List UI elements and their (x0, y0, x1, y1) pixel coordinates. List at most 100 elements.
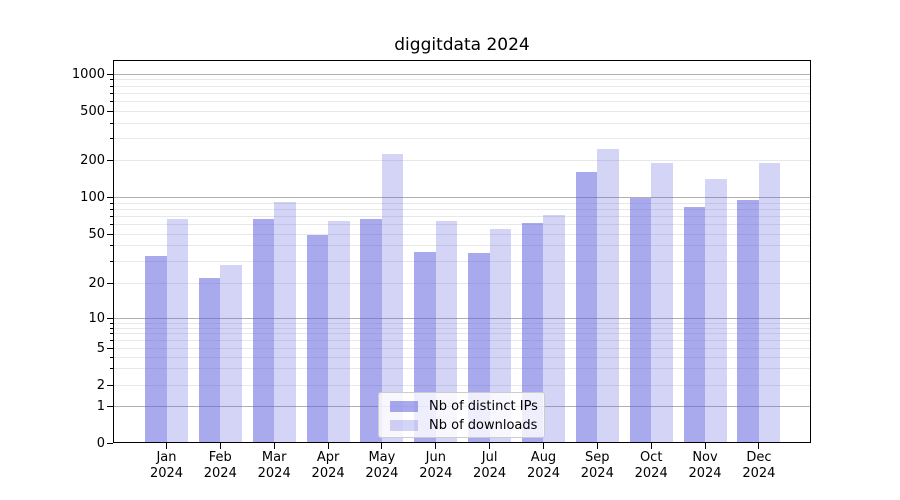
x-tick (596, 443, 598, 449)
y-minor-tick (110, 327, 113, 329)
y-minor-tick (110, 356, 113, 358)
bar-may-ips (360, 218, 382, 443)
x-tick-label-jun: Jun 2024 (419, 450, 453, 481)
y-major-tick (107, 282, 113, 284)
bar-aug-downloads (543, 214, 565, 443)
minor-gridline (113, 327, 811, 329)
x-tick (273, 443, 275, 449)
y-minor-tick (110, 92, 113, 94)
y-major-tick (107, 197, 113, 198)
y-major-tick (107, 405, 113, 407)
legend-label: Nb of downloads (429, 418, 538, 433)
legend-item: Nb of distinct IPs (390, 397, 544, 416)
bar-apr-ips (306, 235, 329, 443)
y-minor-tick (110, 215, 113, 217)
chart-title: diggitdata 2024 (394, 35, 530, 55)
bar-jan-downloads (166, 219, 188, 443)
legend-swatch-ips (390, 401, 418, 412)
x-tick (219, 443, 221, 449)
y-major-tick (107, 111, 113, 112)
minor-gridline (113, 356, 811, 358)
bar-jun-downloads (435, 221, 458, 443)
bar-may-downloads (381, 153, 404, 443)
minor-gridline (113, 233, 811, 235)
y-major-tick (107, 384, 113, 386)
x-tick-label-apr: Apr 2024 (311, 450, 345, 481)
y-minor-tick (110, 85, 113, 87)
bar-nov-downloads (705, 179, 727, 443)
minor-gridline (113, 245, 811, 247)
y-minor-tick (110, 368, 113, 370)
x-tick-label-oct: Oct 2024 (634, 450, 668, 481)
y-tick-label: 20 (88, 275, 105, 291)
bar-jul-downloads (489, 229, 512, 443)
bar-oct-ips (629, 197, 652, 443)
y-major-tick (107, 318, 113, 319)
minor-gridline (113, 202, 811, 204)
y-minor-tick (110, 260, 113, 262)
bar-sep-downloads (597, 149, 619, 443)
y-minor-tick (110, 340, 113, 342)
y-tick-label: 2 (96, 377, 105, 393)
minor-gridline (113, 260, 811, 262)
plot-area (107, 60, 811, 449)
right-spine (810, 60, 811, 443)
y-tick-label: 1 (96, 398, 105, 414)
y-minor-tick (110, 322, 113, 324)
y-tick-label: 50 (88, 226, 105, 242)
legend: Nb of distinct IPs Nb of downloads (378, 392, 545, 438)
minor-gridline (113, 348, 811, 349)
y-tick-label: 500 (80, 104, 105, 119)
y-major-tick (107, 442, 113, 444)
x-tick-label-mar: Mar 2024 (257, 450, 291, 481)
x-tick-label-may: May 2024 (365, 450, 399, 481)
x-tick (381, 443, 383, 449)
x-tick-label-feb: Feb 2024 (203, 450, 237, 481)
x-tick-label-jul: Jul 2024 (473, 450, 507, 481)
bar-mar-downloads (274, 201, 296, 443)
bar-mar-ips (252, 218, 275, 443)
x-axis-spine (113, 442, 811, 443)
y-minor-tick (110, 101, 113, 103)
minor-gridline (113, 333, 811, 335)
y-minor-tick (110, 122, 113, 124)
bar-jan-ips (145, 256, 167, 443)
bar-dec-ips (737, 200, 759, 443)
y-tick-label: 100 (80, 190, 105, 205)
minor-gridline (113, 92, 811, 94)
bar-apr-downloads (328, 221, 350, 443)
minor-gridline (113, 215, 811, 217)
y-axis-spine (113, 60, 114, 443)
y-tick-label: 200 (80, 152, 105, 168)
minor-gridline (113, 159, 811, 161)
bar-sep-ips (575, 172, 598, 443)
y-tick-label: 0 (96, 435, 105, 451)
minor-gridline (113, 138, 811, 139)
x-tick (542, 443, 544, 449)
legend-swatch-downloads (390, 420, 418, 431)
minor-gridline (113, 208, 811, 210)
y-minor-tick (110, 138, 113, 139)
x-tick (704, 443, 706, 449)
minor-gridline (113, 282, 811, 284)
major-gridline (113, 197, 811, 198)
x-tick (435, 443, 437, 449)
x-tick (650, 443, 652, 449)
y-minor-tick (110, 223, 113, 225)
y-tick-label: 5 (96, 341, 105, 356)
bar-dec-downloads (758, 162, 781, 443)
top-spine (113, 60, 811, 61)
x-tick-label-aug: Aug 2024 (526, 450, 561, 481)
legend-item: Nb of downloads (390, 416, 544, 435)
bar-oct-downloads (651, 162, 673, 443)
minor-gridline (113, 101, 811, 103)
bar-nov-ips (683, 206, 705, 443)
minor-gridline (113, 79, 811, 81)
minor-gridline (113, 223, 811, 225)
x-tick-label-nov: Nov 2024 (688, 450, 722, 481)
x-tick-label-dec: Dec 2024 (742, 450, 776, 481)
minor-gridline (113, 368, 811, 370)
x-tick-label-jan: Jan 2024 (149, 450, 184, 481)
x-tick (489, 443, 491, 449)
